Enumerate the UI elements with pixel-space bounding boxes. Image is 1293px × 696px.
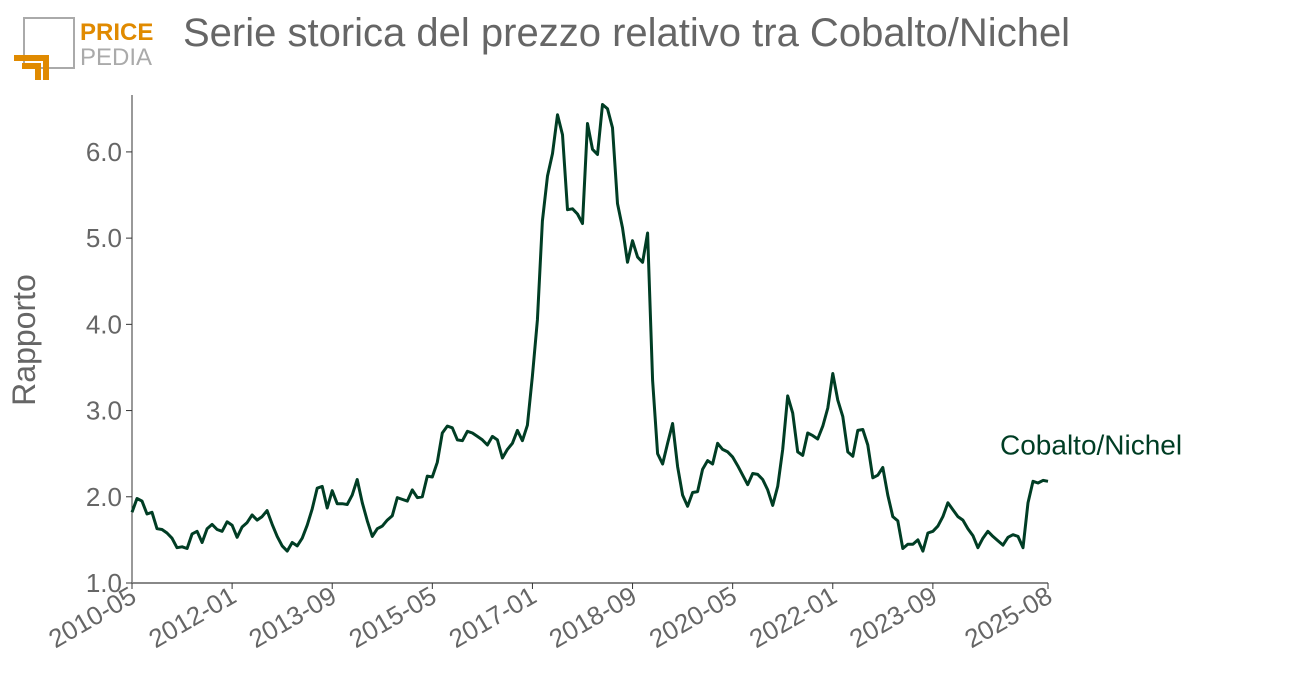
x-tick-label: 2017-01: [444, 580, 542, 654]
y-tick-label: 4.0: [86, 309, 122, 339]
logo-mark: [14, 55, 49, 80]
y-tick-label: 3.0: [86, 396, 122, 426]
logo-bottom: PEDIA: [80, 44, 152, 71]
y-tick-label: 5.0: [86, 223, 122, 253]
logo: PRICE PEDIA: [14, 17, 153, 80]
y-axis-label: Rapporto: [6, 274, 42, 406]
y-tick-label: 1.0: [86, 568, 122, 598]
series-label: Cobalto/Nichel: [1000, 429, 1182, 460]
x-tick-label: 2015-05: [344, 580, 442, 654]
x-tick-label: 2012-01: [143, 580, 241, 654]
chart-title: Serie storica del prezzo relativo tra Co…: [183, 11, 1070, 55]
x-tick-label: 2022-01: [744, 580, 842, 654]
x-tick-label: 2018-09: [544, 580, 642, 654]
line: [130, 103, 1049, 553]
y-tick-label: 2.0: [86, 482, 122, 512]
x-tick-label: 2025-08: [959, 580, 1057, 654]
logo-top: PRICE: [80, 19, 153, 46]
x-tick-label: 2013-09: [244, 580, 342, 654]
x-tick-label: 2023-09: [844, 580, 942, 654]
y-tick-label: 6.0: [86, 137, 122, 167]
x-tick-label: 2020-05: [644, 580, 742, 654]
